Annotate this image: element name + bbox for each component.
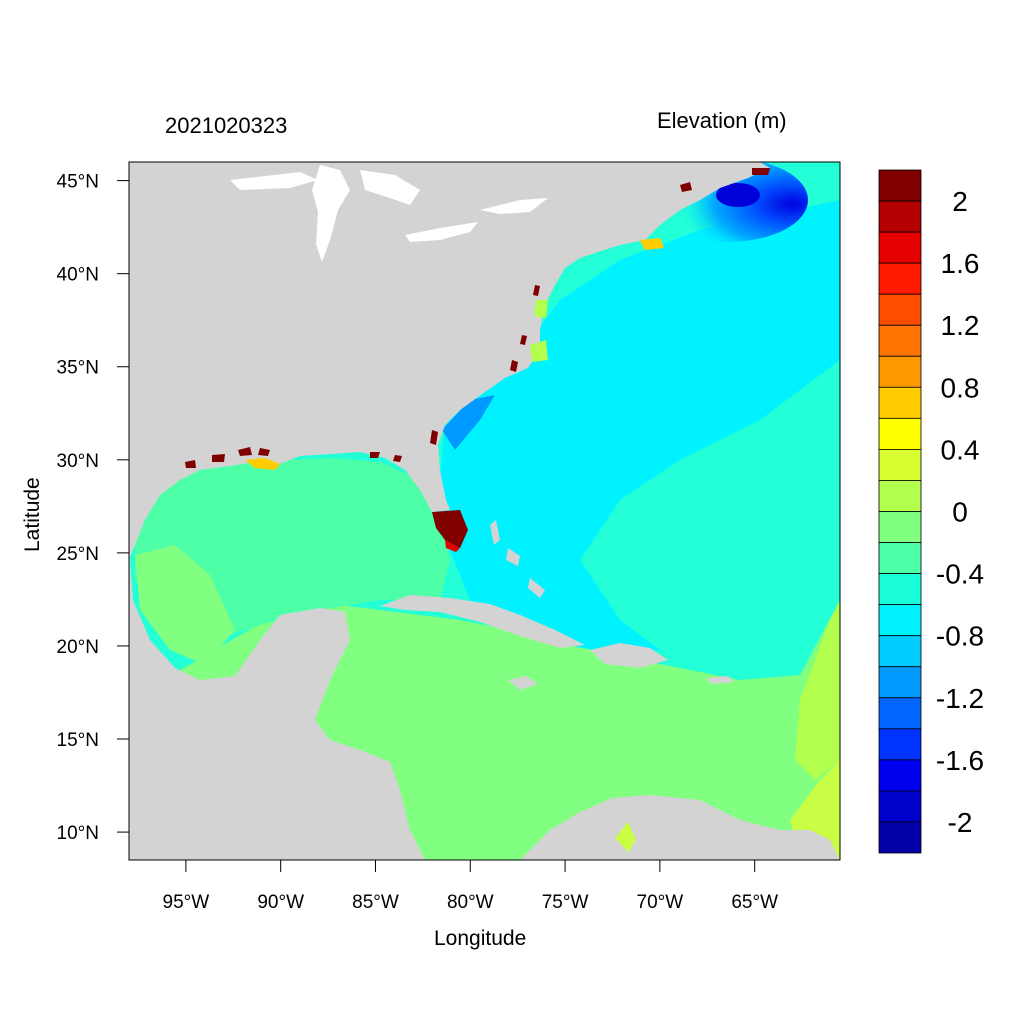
east-coast-surge (430, 168, 770, 445)
colorbar-label: 0.4 (941, 434, 980, 465)
mexico-land (129, 545, 425, 860)
y-axis-ticks: 45°N 40°N 35°N 30°N 25°N 20°N 15°N 10°N (57, 172, 129, 844)
gulf-coast-surge (185, 447, 402, 470)
colorbar-swatch (878, 759, 922, 792)
colorbar-swatch (878, 449, 922, 481)
atlantic-cyan-region (440, 200, 840, 655)
colorbar-swatch (878, 821, 922, 854)
colorbar-swatch (878, 169, 922, 202)
east-green-region (795, 600, 840, 780)
colorbar-label: -0.8 (936, 621, 984, 652)
y-tick-label: 25°N (57, 544, 99, 565)
colorbar-label: -0.4 (936, 559, 984, 590)
hispaniola-land (590, 643, 668, 668)
colorbar-swatch (878, 697, 922, 730)
variable-label: Elevation (m) (657, 108, 787, 133)
florida-surge (432, 510, 468, 548)
colorbar-label: 0 (952, 497, 968, 528)
colorbar-swatch (878, 417, 922, 450)
great-lakes (230, 165, 548, 262)
colorbar-label: 2 (952, 186, 968, 217)
colorbar-swatch (878, 324, 922, 357)
colorbar-swatch (878, 231, 922, 264)
x-tick-label: 90°W (257, 892, 304, 913)
colorbar-label: -1.2 (936, 683, 984, 714)
x-tick-label: 80°W (447, 892, 494, 913)
colorbar-swatch (878, 262, 922, 295)
colorbar-swatch (878, 200, 922, 233)
x-tick-label: 75°W (542, 892, 589, 913)
colorbar-label: -1.6 (936, 745, 984, 776)
colorbar-label: -2 (948, 807, 973, 838)
fundy-core (716, 183, 760, 207)
colorbar-swatch (878, 790, 922, 823)
colorbar-swatch (878, 386, 922, 419)
y-tick-label: 45°N (57, 172, 99, 193)
date-label: 2021020323 (165, 113, 288, 138)
y-tick-label: 40°N (57, 265, 99, 286)
colorbar-swatch (878, 511, 922, 543)
colorbar-swatch (878, 728, 922, 761)
x-tick-label: 65°W (731, 892, 778, 913)
colorbar-swatch (878, 573, 922, 606)
western-gulf-shelf (135, 545, 235, 665)
x-axis-label: Longitude (434, 927, 527, 950)
colorbar-swatch (878, 666, 922, 699)
colorbar-label: 0.8 (941, 372, 980, 403)
puerto-rico-land (706, 676, 734, 684)
colorbar-swatch (878, 293, 922, 326)
cuba-land (380, 595, 585, 648)
colorbar-swatch (878, 604, 922, 637)
colorbar-swatch (878, 542, 922, 574)
colorbar-label: 1.6 (941, 248, 980, 279)
bahamas-land (490, 520, 545, 598)
colorbar-swatch (878, 480, 922, 512)
florida-surge-edge (445, 540, 460, 552)
y-tick-label: 15°N (57, 730, 99, 751)
x-tick-label: 95°W (163, 892, 210, 913)
x-tick-label: 85°W (352, 892, 399, 913)
x-axis-ticks: 95°W 90°W 85°W 80°W 75°W 70°W 65°W (163, 860, 778, 913)
north-america-land (129, 162, 770, 560)
colorbar-swatch (878, 355, 922, 388)
jamaica-land (508, 676, 538, 690)
y-tick-label: 10°N (57, 823, 99, 844)
colorbar-swatch (878, 635, 922, 668)
map-plot-area (129, 162, 840, 860)
map-frame (128, 161, 841, 861)
y-tick-label: 35°N (57, 358, 99, 379)
y-tick-label: 20°N (57, 637, 99, 658)
gulf-venezuela-patch (615, 822, 636, 852)
south-america-land (520, 795, 840, 860)
colorbar: 2 1.6 1.2 0.8 0.4 0 -0.4 -0.8 -1.2 -1.6 -2 (878, 169, 984, 854)
y-tick-label: 30°N (57, 451, 99, 472)
colorbar-label: 1.2 (941, 310, 980, 341)
x-tick-label: 70°W (637, 892, 684, 913)
southeast-coast-blue (442, 395, 495, 450)
